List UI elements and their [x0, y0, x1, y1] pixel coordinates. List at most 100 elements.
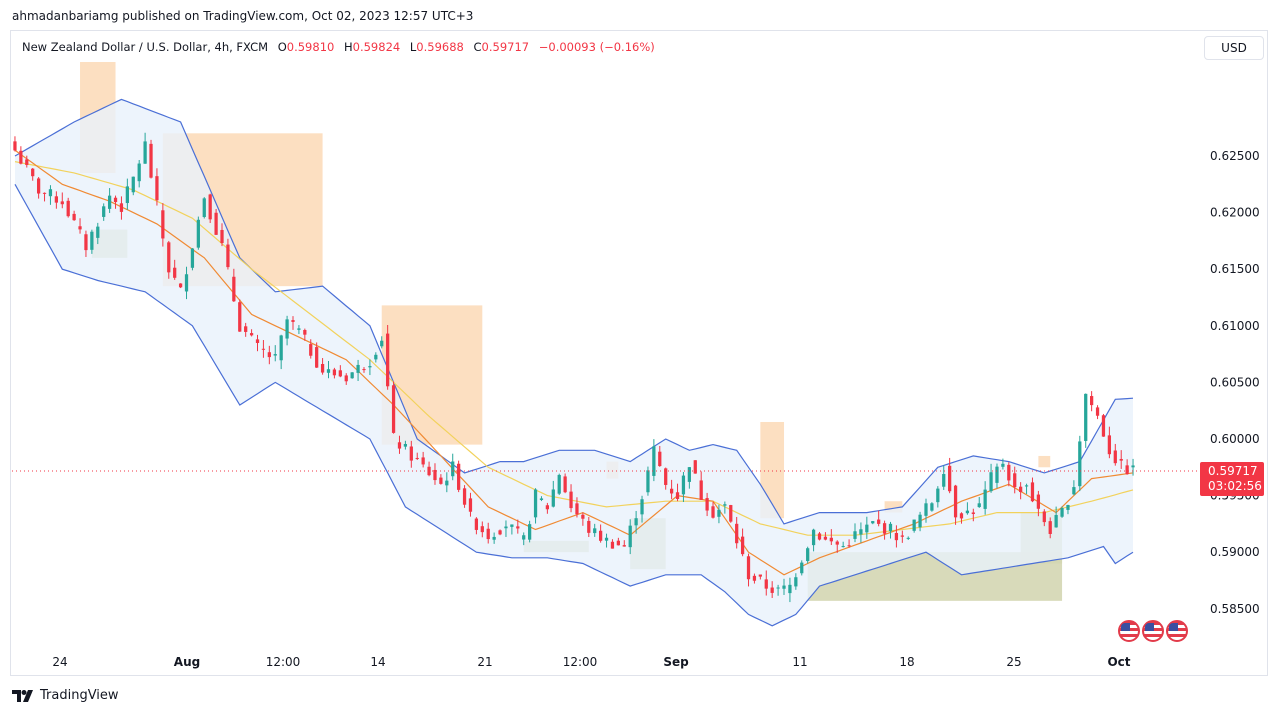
- candle-body: [72, 213, 76, 221]
- candle-body: [421, 457, 425, 465]
- candle-body: [303, 329, 307, 335]
- y-axis-tick-label: 0.62000: [1210, 206, 1260, 220]
- candle-body: [504, 526, 508, 529]
- candle-body: [214, 212, 218, 235]
- legend-low-value: 0.59688: [416, 40, 464, 54]
- price-tag: [1200, 462, 1264, 497]
- candle-body: [516, 526, 520, 529]
- candle-body: [1125, 465, 1129, 475]
- economic-events[interactable]: [1118, 620, 1190, 642]
- supply-zone: [1038, 455, 1051, 468]
- candle-body: [936, 488, 940, 503]
- candle-body: [675, 492, 680, 499]
- candle-body: [817, 533, 822, 540]
- candle-body: [255, 339, 260, 343]
- legend-high-value: 0.59824: [352, 40, 401, 54]
- x-axis-tick-label: Aug: [174, 655, 200, 669]
- candle-body: [184, 274, 189, 292]
- candle-body: [415, 457, 419, 459]
- candle-body: [782, 585, 786, 589]
- candle-body: [54, 196, 58, 203]
- us-flag-icon[interactable]: [1118, 620, 1140, 642]
- y-axis-tick-label: 0.60000: [1210, 432, 1260, 446]
- us-flag-icon[interactable]: [1166, 620, 1188, 642]
- candle-body: [368, 366, 372, 368]
- candle-body: [1095, 407, 1100, 416]
- candle-body: [959, 513, 964, 519]
- candle-body: [1048, 521, 1052, 534]
- candle-body: [433, 469, 437, 481]
- candle-body: [1019, 486, 1023, 493]
- legend-symbol: New Zealand Dollar / U.S. Dollar, 4h, FX…: [22, 40, 269, 54]
- candle-body: [161, 210, 165, 239]
- candle-body: [800, 562, 804, 574]
- candle-body: [953, 485, 958, 518]
- candle-body: [102, 206, 106, 217]
- candle-body: [628, 525, 632, 548]
- candle-body: [486, 528, 490, 540]
- candlestick-series: [13, 132, 1135, 603]
- candle-body: [125, 186, 129, 204]
- candle-body: [232, 276, 236, 302]
- legend-close-value: 0.59717: [481, 40, 530, 54]
- legend-open-value: 0.59810: [286, 40, 335, 54]
- candle-body: [699, 480, 703, 500]
- candle-body: [871, 521, 875, 524]
- candle-body: [1113, 450, 1117, 464]
- x-axis-tick-label: Oct: [1107, 655, 1130, 669]
- candle-body: [13, 141, 17, 151]
- candle-body: [930, 503, 934, 511]
- x-axis-tick-label: 25: [1006, 655, 1021, 669]
- candle-body: [374, 354, 378, 360]
- candle-body: [261, 348, 266, 350]
- candle-body: [249, 333, 254, 336]
- footer-brand[interactable]: TradingView: [12, 688, 119, 703]
- candle-body: [877, 519, 881, 524]
- bollinger-fill: [15, 99, 1133, 626]
- candle-body: [669, 488, 674, 494]
- candle-body: [380, 340, 384, 347]
- x-axis-tick-label: 24: [52, 655, 67, 669]
- candle-body: [445, 480, 449, 486]
- candle-body: [1054, 515, 1058, 528]
- ema-fast-line: [14, 149, 1134, 576]
- candle-body: [202, 198, 206, 218]
- candle-body: [362, 369, 366, 371]
- candle-body: [723, 504, 727, 506]
- candle-body: [149, 143, 153, 178]
- candle-body: [350, 372, 354, 379]
- us-flag-icon[interactable]: [1142, 620, 1164, 642]
- candle-body: [78, 226, 82, 230]
- candle-body: [220, 229, 224, 244]
- candle-body: [569, 491, 573, 509]
- chart-legend: New Zealand Dollar / U.S. Dollar, 4h, FX…: [22, 40, 655, 54]
- candle-body: [107, 195, 112, 209]
- candle-body: [729, 505, 733, 522]
- candle-body: [1119, 458, 1123, 461]
- candle-body: [658, 451, 662, 467]
- chart-frame[interactable]: [10, 30, 1268, 676]
- legend-high-label: H: [343, 40, 353, 54]
- footer-brand-label: TradingView: [40, 688, 119, 703]
- y-axis-tick-label: 0.61000: [1210, 319, 1260, 333]
- candle-body: [332, 369, 337, 376]
- candle-body: [581, 514, 585, 519]
- candle-body: [25, 159, 29, 165]
- candle-body: [397, 442, 402, 449]
- candle-body: [1066, 504, 1070, 510]
- candle-body: [681, 475, 686, 495]
- supply-zone: [884, 501, 903, 513]
- y-axis-tick-label: 0.59000: [1210, 545, 1260, 559]
- candle-body: [1060, 508, 1064, 517]
- candle-body: [533, 489, 538, 518]
- candle-body: [788, 584, 792, 594]
- candle-body: [386, 333, 390, 387]
- candle-body: [468, 498, 473, 512]
- ema-slow-line: [14, 161, 1134, 536]
- candle-body: [989, 472, 993, 492]
- candle-body: [859, 529, 863, 535]
- candle-body: [746, 556, 751, 580]
- currency-button[interactable]: USD: [1204, 36, 1264, 60]
- bollinger-upper-line: [14, 98, 1134, 525]
